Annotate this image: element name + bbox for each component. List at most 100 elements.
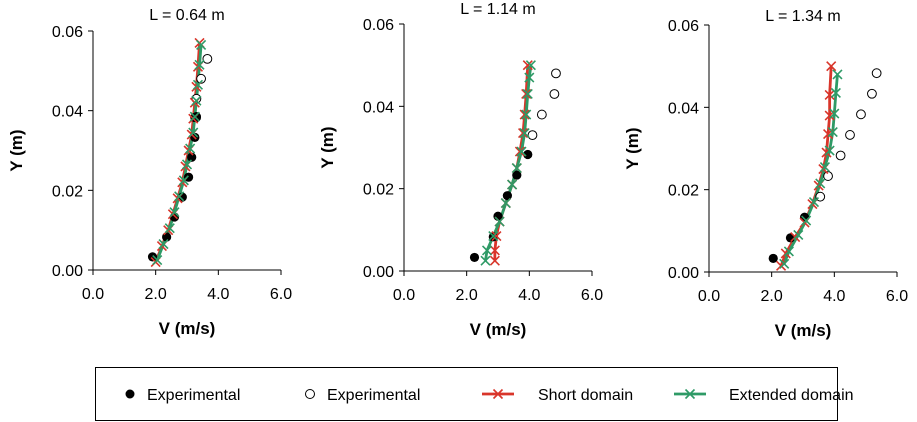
experimental-filled-point bbox=[523, 149, 533, 160]
experimental-open-point bbox=[867, 88, 877, 99]
extended-domain-point bbox=[783, 246, 794, 257]
y-axis-label: Y (m) bbox=[623, 127, 642, 169]
experimental-open-point bbox=[549, 89, 560, 99]
extended-domain-point bbox=[189, 111, 200, 122]
extended-domain-point bbox=[152, 254, 163, 266]
experimental-open-point bbox=[202, 53, 213, 64]
extended-domain-point bbox=[169, 207, 180, 218]
extended-domain-point bbox=[524, 72, 535, 83]
extended-domain-point bbox=[507, 179, 518, 190]
x-tick-label: 6.0 bbox=[886, 288, 908, 305]
extended-domain-point bbox=[194, 59, 205, 70]
y-tick-label: 0.02 bbox=[668, 183, 699, 200]
experimental-open-point bbox=[551, 68, 561, 79]
short-domain-point bbox=[518, 128, 529, 139]
legend-label: Short domain bbox=[538, 387, 633, 404]
legend-item: Experimental bbox=[125, 387, 240, 404]
experimental-open-point bbox=[536, 109, 547, 120]
extended-domain-point bbox=[188, 127, 199, 138]
experimental-filled-point bbox=[512, 170, 522, 180]
x-tick-label: 0.0 bbox=[698, 288, 720, 305]
experimental-filled-point bbox=[502, 191, 512, 201]
short-domain-line bbox=[154, 42, 201, 263]
y-tick-label: 0.00 bbox=[52, 263, 83, 280]
extended-domain-point bbox=[819, 161, 830, 173]
extended-domain-point bbox=[196, 39, 207, 51]
legend-item: Experimental bbox=[305, 387, 420, 404]
x-tick-label: 2.0 bbox=[456, 287, 478, 304]
short-domain-point bbox=[489, 255, 500, 266]
panel-title: L = 1.34 m bbox=[765, 8, 840, 25]
chart-panel-2: L = 1.14 m 0.00 0.02 0.04 0.06 0.0 2.0 4.0 6.0 V … bbox=[318, 1, 603, 339]
legend-item: Short domain bbox=[482, 387, 633, 404]
experimental-filled-point bbox=[147, 252, 158, 262]
panel-title: L = 0.64 m bbox=[149, 7, 224, 24]
y-tick-label: 0.02 bbox=[363, 182, 394, 199]
experimental-open-point bbox=[856, 109, 866, 120]
extended-domain-point bbox=[824, 145, 835, 156]
experimental-open-point bbox=[196, 73, 207, 84]
short-domain-point bbox=[826, 61, 837, 72]
experimental-filled-point bbox=[768, 253, 778, 264]
x-tick-label: 0.0 bbox=[393, 287, 415, 304]
extended-domain-point bbox=[815, 178, 826, 189]
extended-domain-point bbox=[158, 239, 169, 250]
extended-domain-point bbox=[511, 163, 522, 174]
y-tick-label: 0.00 bbox=[668, 265, 699, 282]
short-domain-point bbox=[824, 89, 835, 101]
x-axis-label: V (m/s) bbox=[775, 321, 832, 340]
chart-panel-3: L = 1.34 m 0.00 0.02 0.04 0.06 0.0 2.0 4.0 6.0 V … bbox=[623, 8, 908, 340]
experimental-open-point bbox=[835, 150, 846, 161]
legend-label: Experimental bbox=[147, 387, 240, 404]
legend: Experimental Experimental Short domain Exte… bbox=[95, 367, 854, 421]
experimental-open-point bbox=[527, 130, 538, 141]
x-tick-label: 2.0 bbox=[145, 286, 167, 303]
extended-domain-point bbox=[525, 60, 536, 71]
x-tick-label: 6.0 bbox=[581, 287, 603, 304]
y-tick-label: 0.04 bbox=[52, 104, 83, 121]
x-tick-label: 0.0 bbox=[82, 286, 104, 303]
chart-panel-1: L = 0.64 m 0.00 0.02 0.04 0.06 0.0 2.0 4.0 6.0 V … bbox=[7, 7, 292, 338]
extended-domain-point bbox=[830, 87, 841, 98]
extended-domain-point bbox=[185, 143, 196, 154]
extended-domain-point bbox=[174, 191, 185, 202]
extended-domain-point bbox=[181, 159, 193, 170]
x-tick-label: 4.0 bbox=[207, 286, 229, 303]
x-tick-label: 4.0 bbox=[823, 288, 845, 305]
experimental-open-point bbox=[871, 68, 882, 79]
extended-domain-point bbox=[522, 88, 533, 100]
extended-domain-point bbox=[829, 108, 840, 119]
extended-domain-point bbox=[164, 223, 175, 234]
experimental-filled-point bbox=[169, 212, 180, 222]
extended-domain-point bbox=[827, 126, 838, 138]
legend-x-marker-icon bbox=[492, 388, 504, 400]
extended-domain-point bbox=[480, 255, 491, 266]
extended-domain-point bbox=[521, 109, 532, 120]
y-axis-label: Y (m) bbox=[7, 129, 26, 171]
legend-open-circle-icon bbox=[305, 389, 315, 399]
extended-domain-point bbox=[500, 198, 511, 209]
extended-domain-point bbox=[779, 258, 790, 269]
x-tick-label: 6.0 bbox=[270, 286, 292, 303]
extended-domain-point bbox=[192, 79, 204, 90]
x-tick-label: 4.0 bbox=[518, 287, 540, 304]
legend-box bbox=[95, 367, 838, 421]
experimental-open-point bbox=[191, 93, 202, 104]
extended-domain-point bbox=[494, 216, 505, 227]
panel-title: L = 1.14 m bbox=[460, 1, 535, 18]
experimental-open-point bbox=[845, 130, 855, 140]
short-domain-point bbox=[491, 230, 502, 242]
y-tick-label: 0.04 bbox=[363, 99, 394, 116]
short-domain-point bbox=[514, 146, 525, 157]
legend-label: Experimental bbox=[327, 387, 420, 404]
y-tick-label: 0.04 bbox=[668, 100, 699, 117]
extended-domain-point bbox=[481, 245, 493, 256]
legend-item: Extended domain bbox=[674, 387, 854, 404]
experimental-filled-point bbox=[469, 252, 480, 263]
y-tick-label: 0.00 bbox=[363, 264, 394, 281]
x-axis-label: V (m/s) bbox=[159, 319, 216, 338]
extended-domain-point bbox=[808, 196, 820, 208]
extended-domain-point bbox=[519, 128, 530, 139]
extended-domain-point bbox=[801, 215, 812, 226]
